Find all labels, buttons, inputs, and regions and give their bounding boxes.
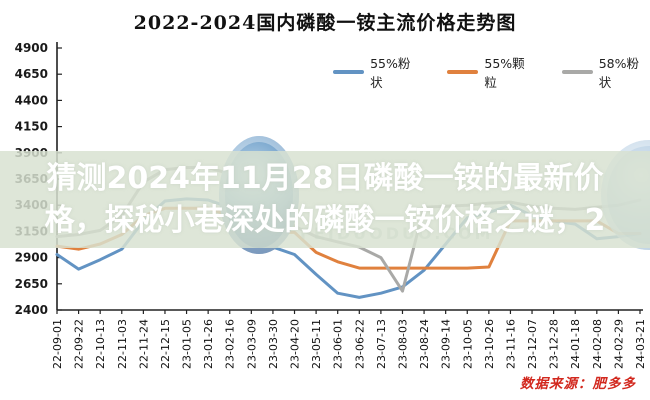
y-tick-label: 4650	[15, 67, 48, 81]
caption-overlay-band: 猜测2024年11月28日磷酸一铵的最新价 格，探秘小巷深处的磷酸一铵价格之谜，…	[0, 151, 650, 248]
x-tick-label: 22-11-03	[116, 319, 129, 369]
x-tick-label: 23-12-28	[548, 319, 561, 369]
x-tick-label: 22-09-01	[51, 319, 64, 369]
x-tick-label: 22-10-13	[94, 319, 107, 369]
x-tick-label: 23-01-05	[181, 319, 194, 369]
caption-line-2: 格，探秘小巷深处的磷酸一铵价格之谜，2	[44, 202, 606, 238]
x-tick-label: 23-08-03	[396, 319, 409, 369]
y-tick-label: 2400	[15, 303, 48, 317]
x-tick-label: 23-12-07	[526, 319, 539, 369]
legend-line-marker	[447, 70, 479, 74]
legend-label: 58%粉状	[598, 56, 640, 90]
y-tick-label: 4150	[15, 120, 48, 134]
x-tick-label: 23-10-26	[483, 319, 496, 369]
x-tick-label: 23-04-20	[289, 319, 302, 369]
x-tick-label: 22-11-24	[137, 319, 150, 369]
x-tick-label: 24-02-08	[591, 319, 604, 369]
x-tick-label: 23-09-14	[440, 319, 453, 369]
legend-label: 55%粉状	[370, 56, 411, 90]
x-tick-label: 23-06-22	[353, 319, 366, 369]
legend-item-55%颗粒: 55%颗粒	[447, 53, 535, 91]
caption-line-1: 猜测2024年11月28日磷酸一铵的最新价	[46, 160, 604, 196]
y-tick-label: 2650	[15, 277, 48, 291]
data-source-note: 数据来源：肥多多	[520, 376, 636, 392]
chart-legend: 55%粉状 55%颗粒 58%粉状	[333, 53, 650, 91]
y-tick-label: 4900	[15, 41, 48, 55]
x-tick-label: 23-06-01	[332, 319, 345, 369]
x-tick-label: 23-01-26	[202, 319, 215, 369]
x-tick-label: 24-02-29	[612, 319, 625, 369]
x-tick-label: 24-03-21	[634, 319, 647, 369]
x-tick-label: 23-02-16	[224, 319, 237, 369]
x-tick-label: 22-12-15	[159, 319, 172, 369]
y-tick-label: 2900	[15, 251, 48, 265]
legend-label: 55%颗粒	[484, 56, 525, 90]
legend-line-marker	[561, 70, 593, 74]
x-tick-label: 22-09-22	[73, 319, 86, 369]
x-tick-label: 23-07-13	[375, 319, 388, 369]
x-tick-label: 23-03-09	[245, 319, 258, 369]
x-tick-label: 23-11-16	[504, 319, 517, 369]
legend-item-58%粉状: 58%粉状	[561, 53, 650, 91]
chart-title: 2022-2024国内磷酸一铵主流价格走势图	[133, 12, 517, 34]
legend-item-55%粉状: 55%粉状	[333, 53, 421, 91]
x-tick-label: 23-03-30	[267, 319, 280, 369]
x-tick-label: 23-08-24	[418, 319, 431, 369]
legend-line-marker	[333, 70, 365, 74]
x-tick-label: 24-01-18	[569, 319, 582, 369]
x-tick-label: 23-05-11	[310, 319, 323, 369]
x-tick-label: 23-10-05	[461, 319, 474, 369]
y-tick-label: 4400	[15, 93, 48, 107]
